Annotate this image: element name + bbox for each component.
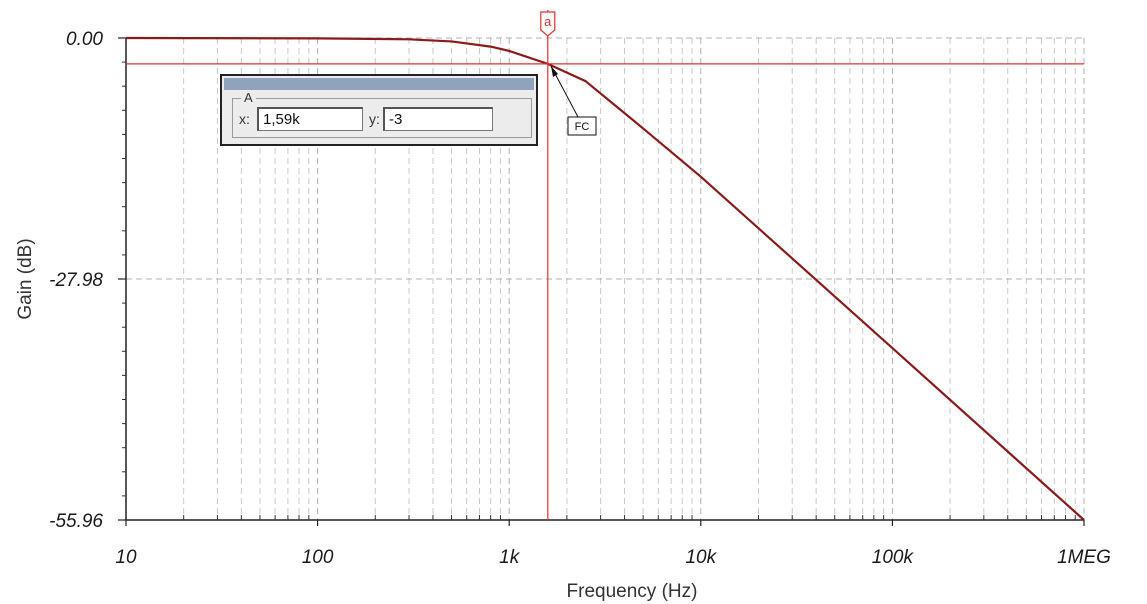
- y-value-field[interactable]: -3: [383, 107, 493, 131]
- y-tick-label: -55.96: [49, 511, 103, 532]
- y-tick-labels: 0.00 -27.98 -55.96: [49, 29, 103, 532]
- fc-arrow-head: [551, 66, 558, 77]
- gain-curve: [125, 36, 1085, 521]
- y-tick-label: -27.98: [49, 270, 103, 291]
- cursor-marker-a[interactable]: a: [540, 11, 556, 37]
- fc-annotation: FC: [550, 65, 597, 136]
- cursor-a-group: A x: 1,59k y: -3: [232, 90, 532, 138]
- cursor-flag-shape: [540, 11, 556, 37]
- x-tick-labels: 10 100 1k 10k 100k 1MEG: [115, 547, 1111, 568]
- fc-label: FC: [575, 121, 590, 133]
- cursor-readout-panel[interactable]: A x: 1,59k y: -3: [220, 74, 538, 146]
- major-grid: [126, 37, 1085, 520]
- minor-ticks: [118, 37, 1085, 526]
- x-tick-label: 100: [302, 547, 334, 568]
- y-tick-label: 0.00: [66, 29, 103, 50]
- x-tick-label: 100k: [872, 547, 915, 568]
- x-tick-label: 10: [115, 547, 137, 568]
- cursor-group-label: A: [241, 90, 256, 105]
- x-axis-title: Frequency (Hz): [567, 581, 698, 602]
- x-tick-label: 10k: [685, 547, 717, 568]
- x-field-label: x:: [239, 111, 250, 127]
- cursor-marker-label: a: [544, 14, 552, 29]
- x-tick-label: 1k: [499, 547, 521, 568]
- fc-label-box: [567, 116, 597, 136]
- x-tick-label: 1MEG: [1057, 547, 1111, 568]
- cursor-panel-titlebar[interactable]: [224, 78, 534, 90]
- y-field-label: y:: [369, 111, 380, 127]
- x-value-field[interactable]: 1,59k: [257, 107, 363, 131]
- y-axis-title: Gain (dB): [15, 238, 36, 319]
